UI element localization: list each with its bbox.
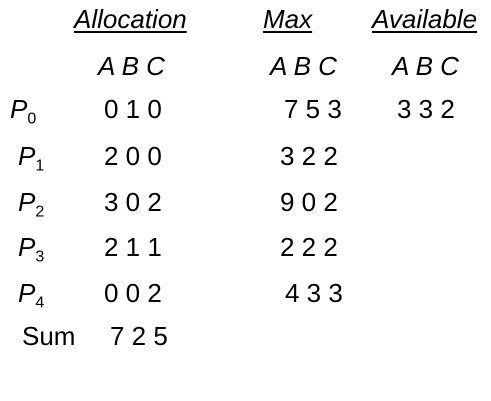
- process-label-p2: P2: [18, 187, 44, 220]
- available-header: Available: [372, 4, 478, 34]
- process-label-p4: P4: [18, 278, 44, 311]
- process-index: 3: [35, 248, 45, 266]
- process-index: 0: [27, 110, 37, 128]
- max-value-p0: 7 5 3: [284, 94, 342, 124]
- sum-label: Sum: [22, 321, 76, 351]
- allocation-resource-labels: A B C: [98, 51, 165, 81]
- max-value-p4: 4 3 3: [285, 278, 343, 308]
- sum-allocation-value: 7 2 5: [110, 321, 168, 351]
- process-label-p0: P0: [10, 94, 36, 127]
- allocation-value-p0: 0 1 0: [104, 94, 162, 124]
- max-resource-labels: A B C: [270, 51, 337, 81]
- available-value: 3 3 2: [397, 94, 455, 124]
- available-resource-labels: A B C: [392, 51, 459, 81]
- max-value-p3: 2 2 2: [280, 232, 338, 262]
- allocation-value-p2: 3 0 2: [104, 187, 162, 217]
- process-name: P: [18, 278, 36, 308]
- process-name: P: [18, 232, 36, 262]
- process-label-p3: P3: [18, 232, 44, 265]
- process-name: P: [18, 141, 36, 171]
- process-index: 4: [35, 294, 45, 312]
- allocation-value-p1: 2 0 0: [104, 141, 162, 171]
- max-value-p1: 3 2 2: [280, 141, 338, 171]
- allocation-header: Allocation: [74, 4, 187, 34]
- process-label-p1: P1: [18, 141, 44, 174]
- process-index: 2: [35, 203, 45, 221]
- max-value-p2: 9 0 2: [280, 187, 338, 217]
- process-name: P: [18, 187, 36, 217]
- process-name: P: [10, 94, 28, 124]
- process-index: 1: [35, 157, 45, 175]
- allocation-value-p3: 2 1 1: [104, 232, 162, 262]
- allocation-value-p4: 0 0 2: [104, 278, 162, 308]
- max-header: Max: [263, 4, 313, 34]
